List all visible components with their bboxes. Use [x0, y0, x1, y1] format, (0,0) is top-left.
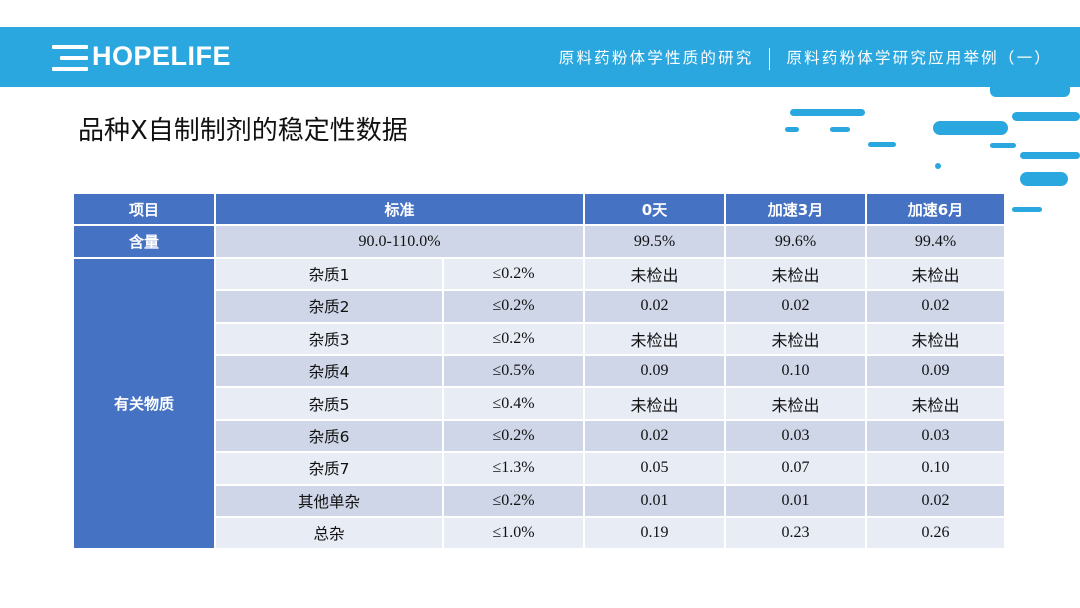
header-standard: 标准	[216, 194, 584, 225]
impurity-row: 杂质4 ≤0.5% 0.09 0.10 0.09	[74, 355, 1005, 387]
value-day0: 0.02	[585, 420, 725, 452]
stability-table: 项目 标准 0天 加速3月 加速6月 含量 90.0-110.0% 99.5% …	[72, 192, 1006, 550]
impurity-name: 杂质6	[216, 420, 442, 452]
header-accel-6m: 加速6月	[867, 194, 1005, 225]
header-banner	[0, 27, 1080, 87]
value-day0: 未检出	[585, 323, 725, 354]
impurity-name: 其他单杂	[216, 485, 442, 516]
header-item: 项目	[74, 194, 214, 225]
impurity-limit: ≤0.2%	[444, 291, 584, 322]
impurity-limit: ≤0.4%	[444, 388, 584, 419]
value-day0: 未检出	[585, 388, 725, 419]
value-accel-3m: 0.10	[726, 355, 866, 387]
impurity-row: 杂质2 ≤0.2% 0.02 0.02 0.02	[74, 291, 1005, 322]
value-accel-3m: 0.02	[726, 291, 866, 322]
content-accel-6m: 99.4%	[867, 226, 1005, 257]
value-accel-6m: 0.02	[867, 291, 1005, 322]
content-standard: 90.0-110.0%	[216, 226, 584, 257]
impurity-name: 杂质7	[216, 453, 442, 484]
impurity-row: 有关物质 杂质1 ≤0.2% 未检出 未检出 未检出	[74, 258, 1005, 549]
impurity-row: 杂质7 ≤1.3% 0.05 0.07 0.10	[74, 453, 1005, 484]
value-accel-6m: 0.02	[867, 485, 1005, 516]
value-day0: 未检出	[585, 258, 725, 290]
header-day0: 0天	[585, 194, 725, 225]
nav-section-title: 原料药粉体学性质的研究	[558, 49, 754, 67]
value-day0: 0.02	[585, 291, 725, 322]
value-accel-6m: 0.10	[867, 453, 1005, 484]
impurity-row: 总杂 ≤1.0% 0.19 0.23 0.26	[74, 517, 1005, 549]
impurity-limit: ≤0.5%	[444, 355, 584, 387]
impurity-row: 杂质6 ≤0.2% 0.02 0.03 0.03	[74, 420, 1005, 452]
value-accel-3m: 0.07	[726, 453, 866, 484]
impurity-name: 总杂	[216, 517, 442, 549]
impurity-name: 杂质2	[216, 291, 442, 322]
value-accel-6m: 未检出	[867, 388, 1005, 419]
impurity-row: 杂质5 ≤0.4% 未检出 未检出 未检出	[74, 388, 1005, 419]
impurity-limit: ≤0.2%	[444, 485, 584, 516]
page-title: 品种X自制制剂的稳定性数据	[78, 116, 408, 146]
impurity-name: 杂质1	[216, 258, 442, 290]
value-accel-6m: 未检出	[867, 323, 1005, 354]
logo-text: HOPELIFE	[92, 41, 232, 71]
impurity-limit: ≤1.3%	[444, 453, 584, 484]
value-accel-3m: 未检出	[726, 323, 866, 354]
nav-divider	[769, 48, 771, 70]
nav-subsection-title: 原料药粉体学研究应用举例（一）	[786, 49, 1052, 67]
impurity-row: 其他单杂 ≤0.2% 0.01 0.01 0.02	[74, 485, 1005, 516]
content-accel-3m: 99.6%	[726, 226, 866, 257]
value-accel-6m: 0.09	[867, 355, 1005, 387]
impurity-name: 杂质5	[216, 388, 442, 419]
value-day0: 0.05	[585, 453, 725, 484]
impurity-limit: ≤0.2%	[444, 420, 584, 452]
impurity-name: 杂质4	[216, 355, 442, 387]
table-header-row: 项目 标准 0天 加速3月 加速6月	[74, 194, 1005, 225]
value-accel-3m: 0.03	[726, 420, 866, 452]
content-row: 含量 90.0-110.0% 99.5% 99.6% 99.4%	[74, 226, 1005, 257]
impurity-limit: ≤0.2%	[444, 258, 584, 290]
value-accel-3m: 未检出	[726, 258, 866, 290]
related-substances-label: 有关物质	[74, 258, 214, 549]
value-accel-3m: 0.01	[726, 485, 866, 516]
header-accel-3m: 加速3月	[726, 194, 866, 225]
value-accel-6m: 未检出	[867, 258, 1005, 290]
value-accel-6m: 0.03	[867, 420, 1005, 452]
impurity-limit: ≤0.2%	[444, 323, 584, 354]
logo-mark	[52, 45, 96, 71]
content-label: 含量	[74, 226, 214, 257]
impurity-row: 杂质3 ≤0.2% 未检出 未检出 未检出	[74, 323, 1005, 354]
value-accel-3m: 0.23	[726, 517, 866, 549]
value-day0: 0.09	[585, 355, 725, 387]
impurity-limit: ≤1.0%	[444, 517, 584, 549]
value-day0: 0.01	[585, 485, 725, 516]
content-day0: 99.5%	[585, 226, 725, 257]
value-accel-3m: 未检出	[726, 388, 866, 419]
header-nav: 原料药粉体学性质的研究 原料药粉体学研究应用举例（一）	[559, 46, 1052, 70]
impurity-name: 杂质3	[216, 323, 442, 354]
value-accel-6m: 0.26	[867, 517, 1005, 549]
value-day0: 0.19	[585, 517, 725, 549]
